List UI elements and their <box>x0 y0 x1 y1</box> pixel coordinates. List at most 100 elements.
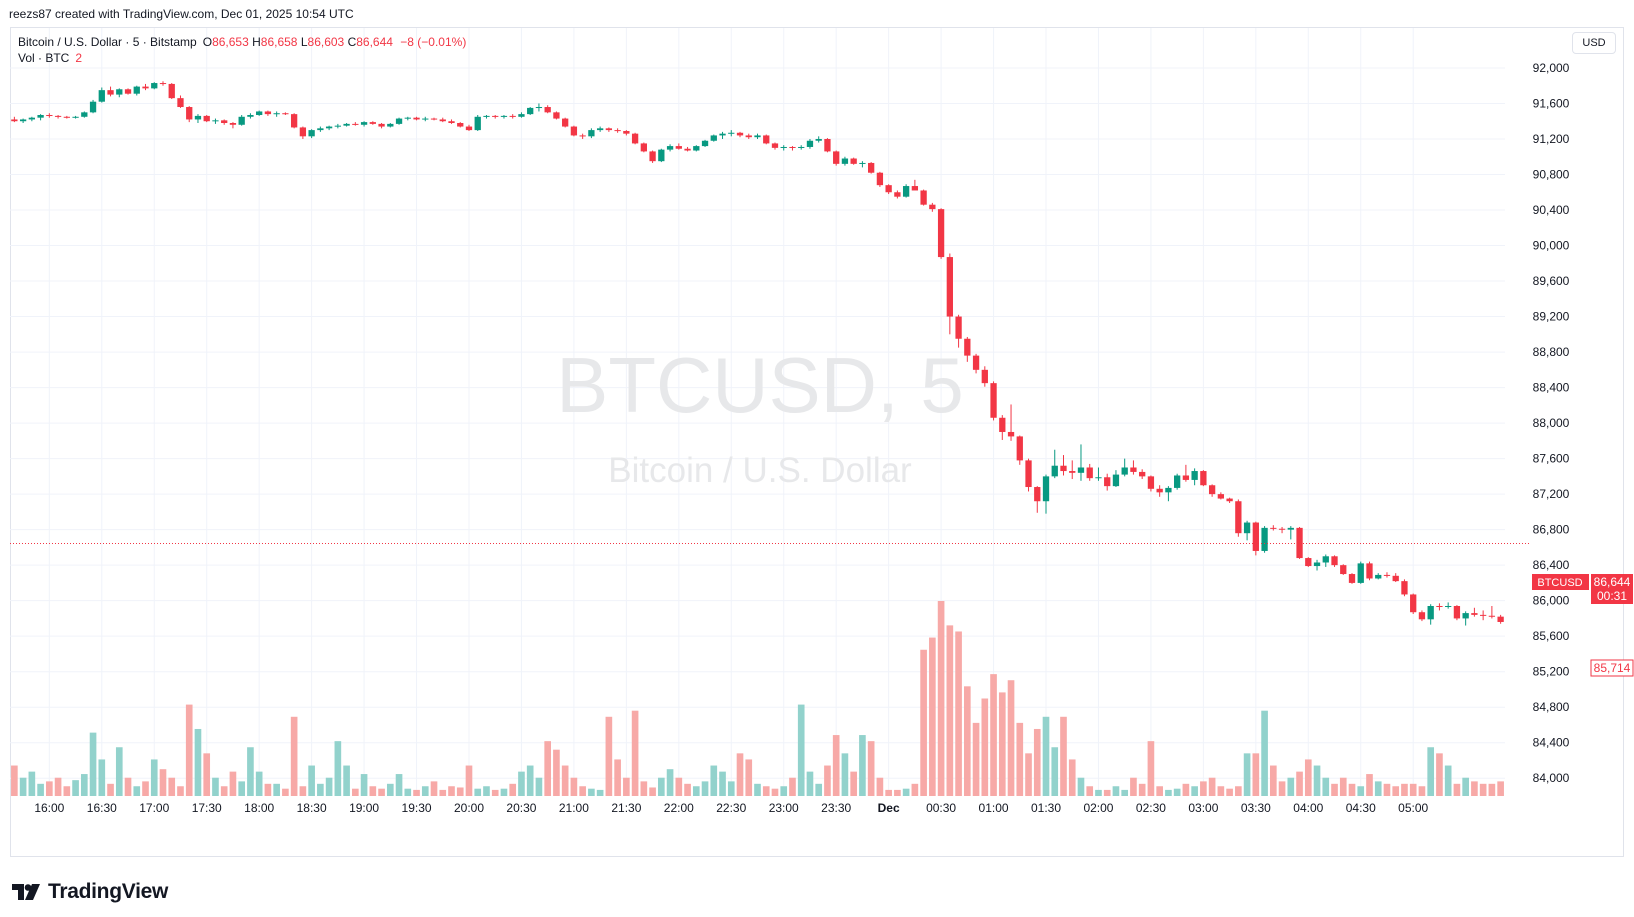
candle[interactable] <box>299 126 307 139</box>
candle[interactable] <box>1217 492 1225 500</box>
candle[interactable] <box>728 130 735 137</box>
candle[interactable] <box>798 145 805 150</box>
candle[interactable] <box>317 126 324 132</box>
candle[interactable] <box>247 113 254 119</box>
candle[interactable] <box>256 110 263 116</box>
candle[interactable] <box>535 103 543 112</box>
candle[interactable] <box>11 116 18 123</box>
candle[interactable] <box>1445 602 1452 609</box>
candle[interactable] <box>360 121 368 127</box>
candle[interactable] <box>72 115 79 119</box>
candle[interactable] <box>124 88 132 95</box>
candle[interactable] <box>1086 463 1093 481</box>
candle[interactable] <box>1270 525 1277 531</box>
candle[interactable] <box>151 82 158 90</box>
candle[interactable] <box>666 144 674 152</box>
candle[interactable] <box>1436 603 1443 611</box>
candle[interactable] <box>693 145 700 152</box>
candle[interactable] <box>430 117 438 121</box>
candle[interactable] <box>1427 604 1434 625</box>
candle[interactable] <box>1060 455 1067 476</box>
candle[interactable] <box>54 115 62 119</box>
candle[interactable] <box>107 86 114 97</box>
candle[interactable] <box>946 253 953 335</box>
candle[interactable] <box>981 366 988 387</box>
candle[interactable] <box>1322 554 1329 567</box>
candle[interactable] <box>1121 458 1128 477</box>
candle[interactable] <box>1488 605 1496 619</box>
candle[interactable] <box>920 189 927 206</box>
candle[interactable] <box>492 115 499 119</box>
candle[interactable] <box>1366 561 1373 581</box>
candle[interactable] <box>1252 521 1259 556</box>
candle[interactable] <box>1104 473 1111 491</box>
candle[interactable] <box>771 142 779 150</box>
candle[interactable] <box>815 136 822 143</box>
candle[interactable] <box>876 171 884 187</box>
candle[interactable] <box>640 142 647 153</box>
candle[interactable] <box>483 115 490 119</box>
candle[interactable] <box>1497 614 1504 624</box>
candle[interactable] <box>972 353 980 374</box>
candle[interactable] <box>142 83 149 91</box>
candle[interactable] <box>684 146 691 152</box>
candle[interactable] <box>264 110 272 116</box>
candle[interactable] <box>81 111 88 118</box>
candle[interactable] <box>518 112 525 118</box>
candle[interactable] <box>422 116 429 122</box>
candle[interactable] <box>308 129 315 139</box>
candle[interactable] <box>1156 485 1163 497</box>
candle[interactable] <box>221 119 228 125</box>
candle[interactable] <box>614 128 621 133</box>
currency-button[interactable]: USD <box>1572 32 1616 54</box>
candle[interactable] <box>1401 579 1408 597</box>
candle[interactable] <box>1130 460 1137 475</box>
candle[interactable] <box>186 106 193 123</box>
candle[interactable] <box>1243 520 1251 541</box>
candle[interactable] <box>168 83 175 100</box>
candle[interactable] <box>404 116 411 121</box>
candle[interactable] <box>675 143 682 150</box>
candle[interactable] <box>457 122 464 128</box>
candle[interactable] <box>579 133 586 139</box>
candle[interactable] <box>1348 573 1356 584</box>
candle[interactable] <box>1340 564 1347 575</box>
candle[interactable] <box>588 128 595 139</box>
candle[interactable] <box>1471 607 1478 617</box>
candle[interactable] <box>780 145 787 151</box>
candle[interactable] <box>1208 484 1216 497</box>
candle[interactable] <box>745 133 752 139</box>
candle[interactable] <box>1287 526 1294 540</box>
candle[interactable] <box>1182 464 1190 482</box>
candle[interactable] <box>710 134 717 142</box>
candle[interactable] <box>649 150 656 163</box>
candle[interactable] <box>509 114 516 119</box>
candle[interactable] <box>395 117 403 125</box>
candle[interactable] <box>596 126 604 132</box>
candle[interactable] <box>990 381 997 421</box>
candle[interactable] <box>885 184 892 195</box>
candle[interactable] <box>1261 526 1268 553</box>
candle[interactable] <box>1174 473 1181 490</box>
candle[interactable] <box>1357 561 1364 584</box>
candle[interactable] <box>448 119 455 124</box>
candle[interactable] <box>282 112 289 116</box>
candle[interactable] <box>378 123 385 129</box>
candle[interactable] <box>334 123 341 129</box>
candle[interactable] <box>859 161 866 168</box>
candle[interactable] <box>1305 557 1312 567</box>
candle[interactable] <box>212 118 219 124</box>
candle[interactable] <box>474 115 481 131</box>
candle[interactable] <box>238 115 245 126</box>
candle[interactable] <box>465 124 473 131</box>
candle[interactable] <box>1418 610 1426 622</box>
candle[interactable] <box>964 336 971 362</box>
candle[interactable] <box>929 202 936 212</box>
candle[interactable] <box>937 208 945 259</box>
candle[interactable] <box>500 115 508 119</box>
candle[interactable] <box>553 111 560 120</box>
candle[interactable] <box>1095 467 1102 481</box>
candle[interactable] <box>894 190 901 199</box>
candle[interactable] <box>1375 573 1382 580</box>
candle[interactable] <box>343 123 350 127</box>
